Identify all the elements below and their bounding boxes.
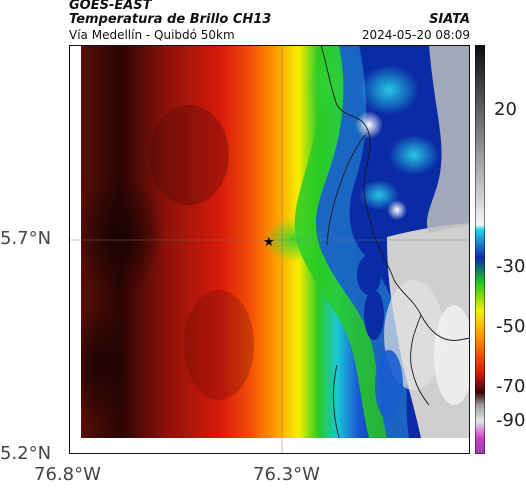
boundary-lines bbox=[320, 45, 470, 439]
colorbar-tick-label: -50 bbox=[496, 316, 526, 337]
lat-tick-label: 5.7°N bbox=[0, 228, 52, 249]
location-marker-icon: ★ bbox=[263, 235, 275, 250]
org-label: SIATA bbox=[429, 12, 470, 27]
satellite-map: ★ bbox=[69, 45, 470, 454]
agency-title: GOES-EAST bbox=[69, 0, 152, 13]
lon-tick-label: 76.8°W bbox=[34, 464, 101, 485]
colorbar-tick-label: -70 bbox=[496, 376, 526, 397]
colorbar-tick-label: -90 bbox=[496, 410, 526, 431]
colorbar-tick-label: 20 bbox=[494, 99, 517, 120]
colorbar-tick-label: -30 bbox=[496, 256, 526, 277]
lat-tick-label: 5.2°N bbox=[0, 443, 52, 464]
map-canvas: ★ bbox=[69, 45, 470, 454]
grid-lines bbox=[69, 45, 470, 454]
product-title: Temperatura de Brillo CH13 bbox=[69, 12, 272, 27]
region-label: Vía Medellín - Quibdó 50km bbox=[69, 28, 235, 42]
map-frame bbox=[69, 45, 470, 454]
lon-tick-label: 76.3°W bbox=[253, 464, 320, 485]
datetime-label: 2024-05-20 08:09 bbox=[361, 28, 470, 42]
brightness-temperature-field bbox=[81, 45, 470, 438]
colorbar bbox=[475, 45, 485, 454]
